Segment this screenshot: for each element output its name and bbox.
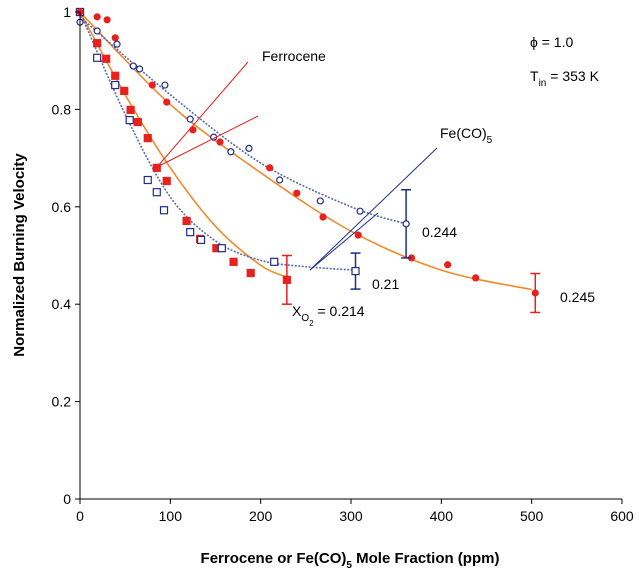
point	[531, 289, 539, 297]
text-part: X	[292, 303, 302, 319]
fit-curve	[79, 11, 356, 271]
point	[319, 213, 327, 221]
point	[125, 116, 134, 125]
x-tick-label: 100	[159, 508, 183, 524]
x-tick-label: 200	[249, 508, 273, 524]
annotation: 0.245	[560, 289, 595, 305]
text-part: T	[530, 68, 539, 84]
point	[246, 268, 255, 278]
text-part: = 353 K	[546, 68, 599, 84]
y-tick-label: 0	[63, 491, 71, 507]
point	[111, 80, 120, 90]
point	[103, 16, 111, 24]
point	[217, 244, 226, 253]
point	[472, 274, 480, 282]
x-axis-title: Ferrocene or Fe(CO)5 Mole Fraction (ppm)	[201, 550, 500, 571]
point	[282, 275, 291, 284]
text-part: 5	[346, 560, 352, 571]
point	[245, 144, 253, 152]
text-part: 0.21	[372, 276, 399, 292]
y-tick-label: 0.6	[52, 199, 72, 215]
text-part: O	[301, 313, 309, 324]
text-part: 0.244	[422, 224, 457, 240]
point	[216, 138, 224, 146]
point	[163, 98, 171, 106]
point	[186, 115, 194, 123]
point	[93, 13, 101, 21]
point	[111, 34, 119, 42]
point	[159, 206, 169, 215]
annotation: 0.244	[422, 224, 457, 240]
text-part: ϕ = 1.0	[530, 34, 573, 50]
point	[356, 207, 364, 215]
annotation: ϕ = 1.0	[530, 34, 573, 50]
point	[143, 175, 152, 185]
point	[293, 189, 301, 197]
point	[186, 228, 195, 237]
point	[143, 134, 152, 143]
point	[182, 216, 191, 226]
y-axis-title: Normalized Burning Velocity	[11, 153, 28, 357]
text-part: Ferrocene or Fe(CO)	[201, 550, 347, 567]
leader-line	[309, 147, 438, 271]
text-part: = 0.214	[314, 303, 365, 319]
y-tick-label: 0.8	[52, 101, 72, 117]
text-part: Ferrocene	[262, 48, 326, 64]
point	[402, 220, 410, 228]
point	[276, 176, 284, 184]
leader-line	[156, 115, 259, 168]
point	[129, 62, 137, 70]
point	[316, 197, 324, 205]
point	[152, 163, 161, 172]
point	[113, 40, 121, 48]
fit-curve	[79, 11, 289, 279]
point	[229, 257, 238, 266]
point	[133, 117, 142, 127]
point	[351, 266, 360, 276]
y-tick-label: 0.4	[52, 296, 72, 312]
point	[120, 86, 129, 95]
x-tick-label: 600	[610, 508, 634, 524]
point	[161, 81, 169, 89]
annotation: Fe(CO)5	[440, 125, 493, 146]
point	[111, 71, 120, 80]
leader-line	[156, 61, 249, 168]
text-part: Mole Fraction (ppm)	[352, 550, 500, 567]
point	[266, 164, 274, 172]
point	[196, 235, 206, 245]
annotation: Ferrocene	[262, 48, 326, 64]
x-tick-label: 0	[76, 508, 84, 524]
text-part: 5	[487, 135, 493, 146]
point	[189, 126, 197, 134]
point	[93, 39, 102, 48]
point	[354, 231, 362, 239]
annotation: 0.21	[372, 276, 399, 292]
annotation: XO2 = 0.214	[292, 303, 365, 328]
leader-line	[309, 212, 379, 271]
text-part: Fe(CO)	[440, 125, 487, 141]
point	[93, 53, 102, 62]
point	[162, 176, 171, 186]
point	[444, 261, 452, 269]
point	[227, 148, 235, 156]
point	[148, 81, 156, 89]
y-tick-label: 1	[63, 4, 71, 20]
text-part: 0.245	[560, 289, 595, 305]
annotation: Tin = 353 K	[530, 68, 600, 89]
x-tick-label: 500	[520, 508, 544, 524]
point	[136, 65, 144, 73]
point	[270, 257, 279, 266]
point	[93, 27, 101, 35]
x-tick-label: 300	[339, 508, 363, 524]
text-part: in	[539, 78, 547, 89]
text-part: 2	[309, 319, 314, 328]
data-marks	[75, 7, 541, 314]
point	[102, 54, 111, 63]
y-tick-label: 0.2	[52, 394, 72, 410]
point	[126, 105, 135, 114]
point	[152, 188, 161, 197]
x-tick-label: 400	[430, 508, 454, 524]
